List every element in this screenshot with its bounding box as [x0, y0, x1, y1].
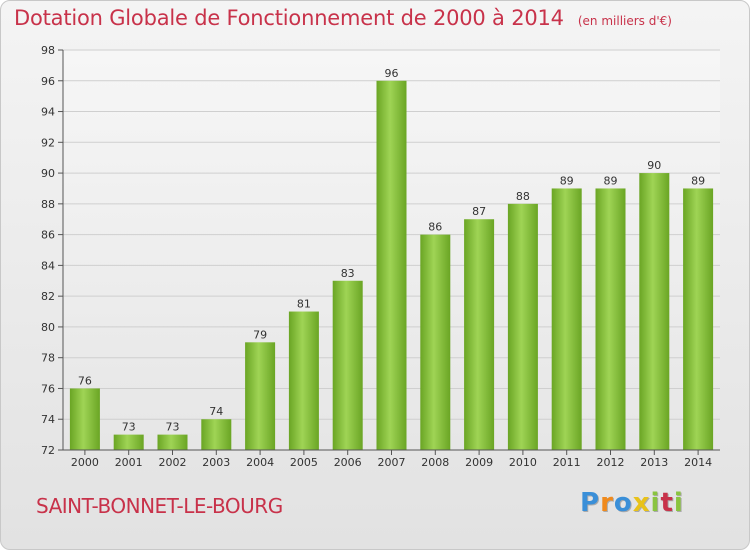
x-tick-label: 2008: [421, 456, 449, 469]
y-tick-label: 76: [41, 382, 55, 395]
x-tick-label: 2007: [378, 456, 406, 469]
x-tick-label: 2006: [334, 456, 362, 469]
bar: [376, 80, 407, 451]
x-tick-label: 2001: [115, 456, 143, 469]
y-tick-label: 84: [41, 259, 55, 272]
bar-value-label: 73: [122, 421, 136, 434]
bar-value-label: 90: [647, 159, 661, 172]
y-tick-label: 98: [41, 44, 55, 57]
bar-value-label: 81: [297, 298, 311, 311]
bar: [113, 434, 144, 450]
bar-value-label: 89: [691, 174, 705, 187]
logo-letter: P: [580, 488, 601, 518]
bar: [639, 173, 670, 451]
logo-letter: i: [650, 488, 661, 518]
y-tick-label: 78: [41, 352, 55, 365]
y-tick-label: 92: [41, 136, 55, 149]
y-tick-label: 80: [41, 321, 55, 334]
y-tick-label: 82: [41, 290, 55, 303]
bar: [157, 434, 188, 450]
bar-value-label: 87: [472, 205, 486, 218]
bar-value-label: 89: [604, 174, 618, 187]
bar: [464, 219, 495, 450]
y-tick-label: 90: [41, 167, 55, 180]
y-tick-label: 74: [41, 413, 55, 426]
bar: [201, 419, 232, 450]
bar: [595, 188, 626, 450]
bar-value-label: 86: [428, 221, 442, 234]
chart-title-text: Dotation Globale de Fonctionnement de 20…: [14, 6, 564, 30]
x-tick-label: 2013: [640, 456, 668, 469]
bar-value-label: 88: [516, 190, 530, 203]
logo-letter: i: [673, 488, 684, 518]
bar-value-label: 96: [385, 67, 399, 80]
commune-name: SAINT-BONNET-LE-BOURG: [36, 494, 283, 518]
logo-letter: t: [660, 488, 674, 518]
bar-value-label: 79: [253, 328, 267, 341]
bar-value-label: 74: [209, 405, 223, 418]
bar: [245, 342, 276, 450]
logo-letter: r: [600, 488, 614, 518]
y-tick-label: 72: [41, 444, 55, 457]
y-tick-label: 88: [41, 198, 55, 211]
bar-value-label: 73: [166, 421, 180, 434]
logo-letter: x: [632, 488, 651, 518]
bar-value-label: 89: [560, 174, 574, 187]
x-tick-label: 2004: [246, 456, 274, 469]
bar: [69, 388, 100, 450]
x-tick-label: 2011: [553, 456, 581, 469]
bar: [332, 280, 363, 450]
bar: [683, 188, 714, 450]
logo-letter: o: [613, 488, 633, 518]
x-tick-label: 2000: [71, 456, 99, 469]
x-tick-label: 2002: [159, 456, 187, 469]
y-tick-label: 96: [41, 75, 55, 88]
x-tick-label: 2009: [465, 456, 493, 469]
bar: [420, 234, 451, 450]
bar: [507, 203, 538, 450]
axis-layer: 72 74 76 78 80 82 84 86 88 90 92 94 96 98 2000 2001 2002…: [41, 44, 720, 469]
x-tick-label: 2005: [290, 456, 318, 469]
bar: [551, 188, 582, 450]
bar-value-label: 76: [78, 374, 92, 387]
y-tick-label: 94: [41, 106, 55, 119]
x-tick-label: 2014: [684, 456, 712, 469]
x-tick-label: 2012: [597, 456, 625, 469]
x-tick-label: 2003: [202, 456, 230, 469]
chart-title: Dotation Globale de Fonctionnement de 20…: [14, 6, 672, 30]
bar: [288, 311, 319, 450]
chart-subtitle: (en milliers d'€): [577, 14, 672, 28]
bar-value-label: 83: [341, 267, 355, 280]
x-tick-label: 2010: [509, 456, 537, 469]
y-tick-label: 86: [41, 229, 55, 242]
bar-layer: 76 73 73 74 79 81 83 96 86 87 88 89 89 90 89: [69, 67, 714, 451]
proxiti-logo: Proxiti: [580, 488, 684, 518]
